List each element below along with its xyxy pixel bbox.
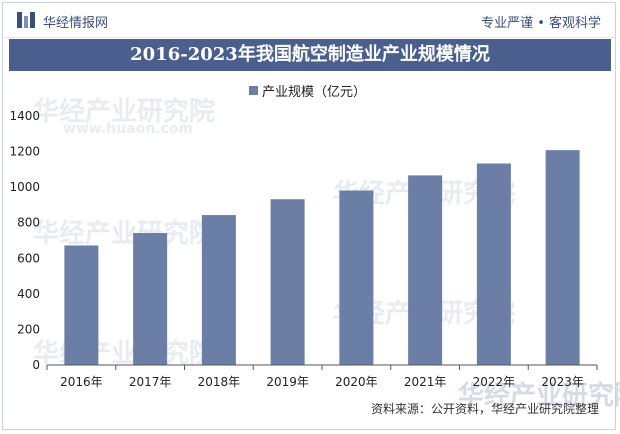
bar-chart: 产业规模（亿元） 0 200 400 600 800 1000 1200 1400 2016年…	[9, 85, 598, 389]
x-tick-label: 2021年	[404, 375, 447, 389]
x-axis: 2016年 2017年 2018年 2019年 2020年 2021年 2022年 2023年	[46, 364, 598, 389]
x-tick-label: 2016年	[60, 375, 103, 389]
bar	[476, 163, 511, 365]
x-tick-label: 2019年	[266, 375, 309, 389]
bar	[201, 215, 236, 365]
legend-swatch	[249, 86, 258, 95]
brand-logo-icon	[17, 12, 35, 28]
y-tick-label: 0	[32, 358, 40, 372]
chart-title: 2016-2023年我国航空制造业产业规模情况	[9, 39, 611, 71]
x-tick-label: 2023年	[541, 375, 584, 389]
header-bar: 华经情报网 专业严谨 • 客观科学	[3, 3, 615, 38]
bars	[64, 150, 580, 365]
bar	[64, 245, 99, 365]
y-tick-label: 1400	[9, 109, 40, 123]
bar	[133, 233, 168, 365]
source-note: 资料来源：公开资料，华经产业研究院整理	[370, 402, 599, 416]
x-tick-label: 2018年	[198, 375, 241, 389]
y-tick-label: 600	[17, 251, 40, 265]
bar	[408, 175, 443, 365]
y-tick-label: 800	[17, 216, 40, 230]
bar	[270, 199, 305, 365]
x-tick-label: 2020年	[335, 375, 378, 389]
y-tick-label: 200	[17, 322, 40, 336]
bar	[545, 150, 580, 365]
brand-slogan: 专业严谨 • 客观科学	[481, 16, 601, 31]
legend-label: 产业规模（亿元）	[262, 85, 366, 100]
bar	[339, 190, 374, 365]
brand-name: 华经情报网	[43, 16, 109, 31]
x-tick-label: 2017年	[129, 375, 172, 389]
legend: 产业规模（亿元）	[249, 85, 366, 100]
y-axis: 0 200 400 600 800 1000 1200 1400	[9, 109, 40, 372]
y-tick-label: 400	[17, 287, 40, 301]
x-tick-label: 2022年	[473, 375, 516, 389]
y-tick-label: 1200	[9, 145, 40, 159]
y-tick-label: 1000	[9, 180, 40, 194]
